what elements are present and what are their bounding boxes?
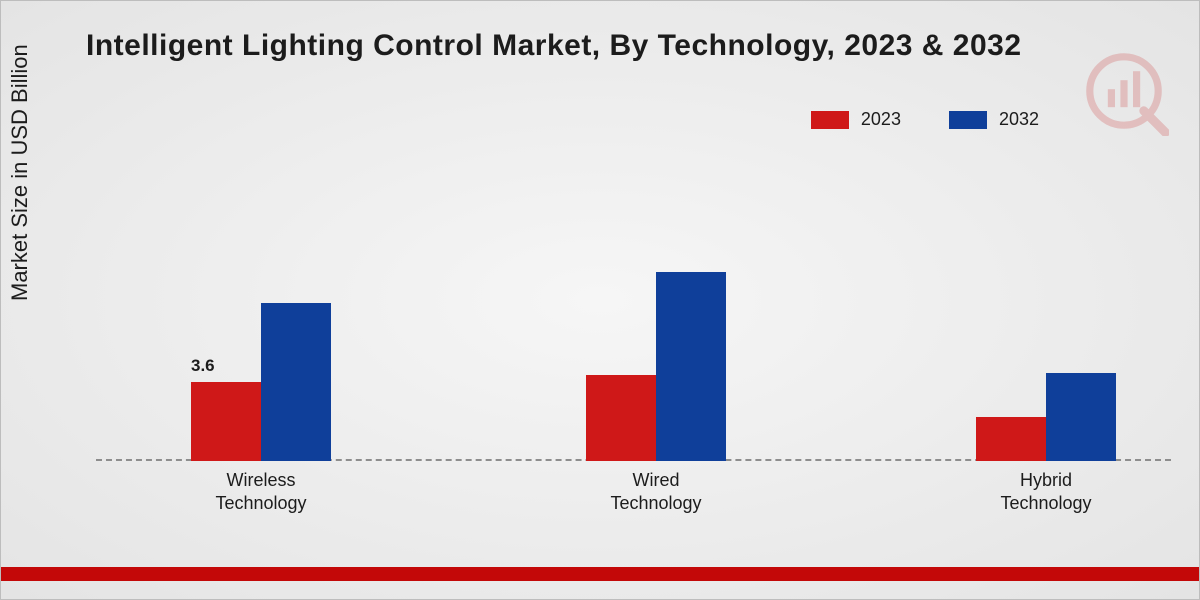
legend-item-2032: 2032 [949,109,1039,130]
bar-group-wireless: 3.6 Wireless Technology [171,303,351,461]
x-label-wireless: Wireless Technology [161,469,361,514]
legend-label-2023: 2023 [861,109,901,130]
bar-wireless-2032 [261,303,331,461]
watermark-logo-icon [1079,46,1169,136]
bar-wireless-2023 [191,382,261,461]
bar-group-wired: Wired Technology [566,272,746,461]
bar-wired-2032 [656,272,726,461]
legend-label-2032: 2032 [999,109,1039,130]
bar-value-label-wireless-2023: 3.6 [191,356,215,376]
bar-hybrid-2032 [1046,373,1116,461]
x-label-wired: Wired Technology [556,469,756,514]
x-label-hybrid: Hybrid Technology [946,469,1146,514]
footer-red-strip [1,567,1199,581]
legend-swatch-2023 [811,111,849,129]
bar-wired-2023 [586,375,656,461]
legend: 2023 2032 [811,109,1039,130]
chart-container: Intelligent Lighting Control Market, By … [0,0,1200,600]
legend-swatch-2032 [949,111,987,129]
plot-area: 3.6 Wireless Technology Wired Technology… [96,151,1171,461]
bar-hybrid-2023 [976,417,1046,461]
y-axis-label: Market Size in USD Billion [7,44,33,301]
legend-item-2023: 2023 [811,109,901,130]
chart-title: Intelligent Lighting Control Market, By … [86,29,1022,63]
bar-group-hybrid: Hybrid Technology [956,373,1136,461]
